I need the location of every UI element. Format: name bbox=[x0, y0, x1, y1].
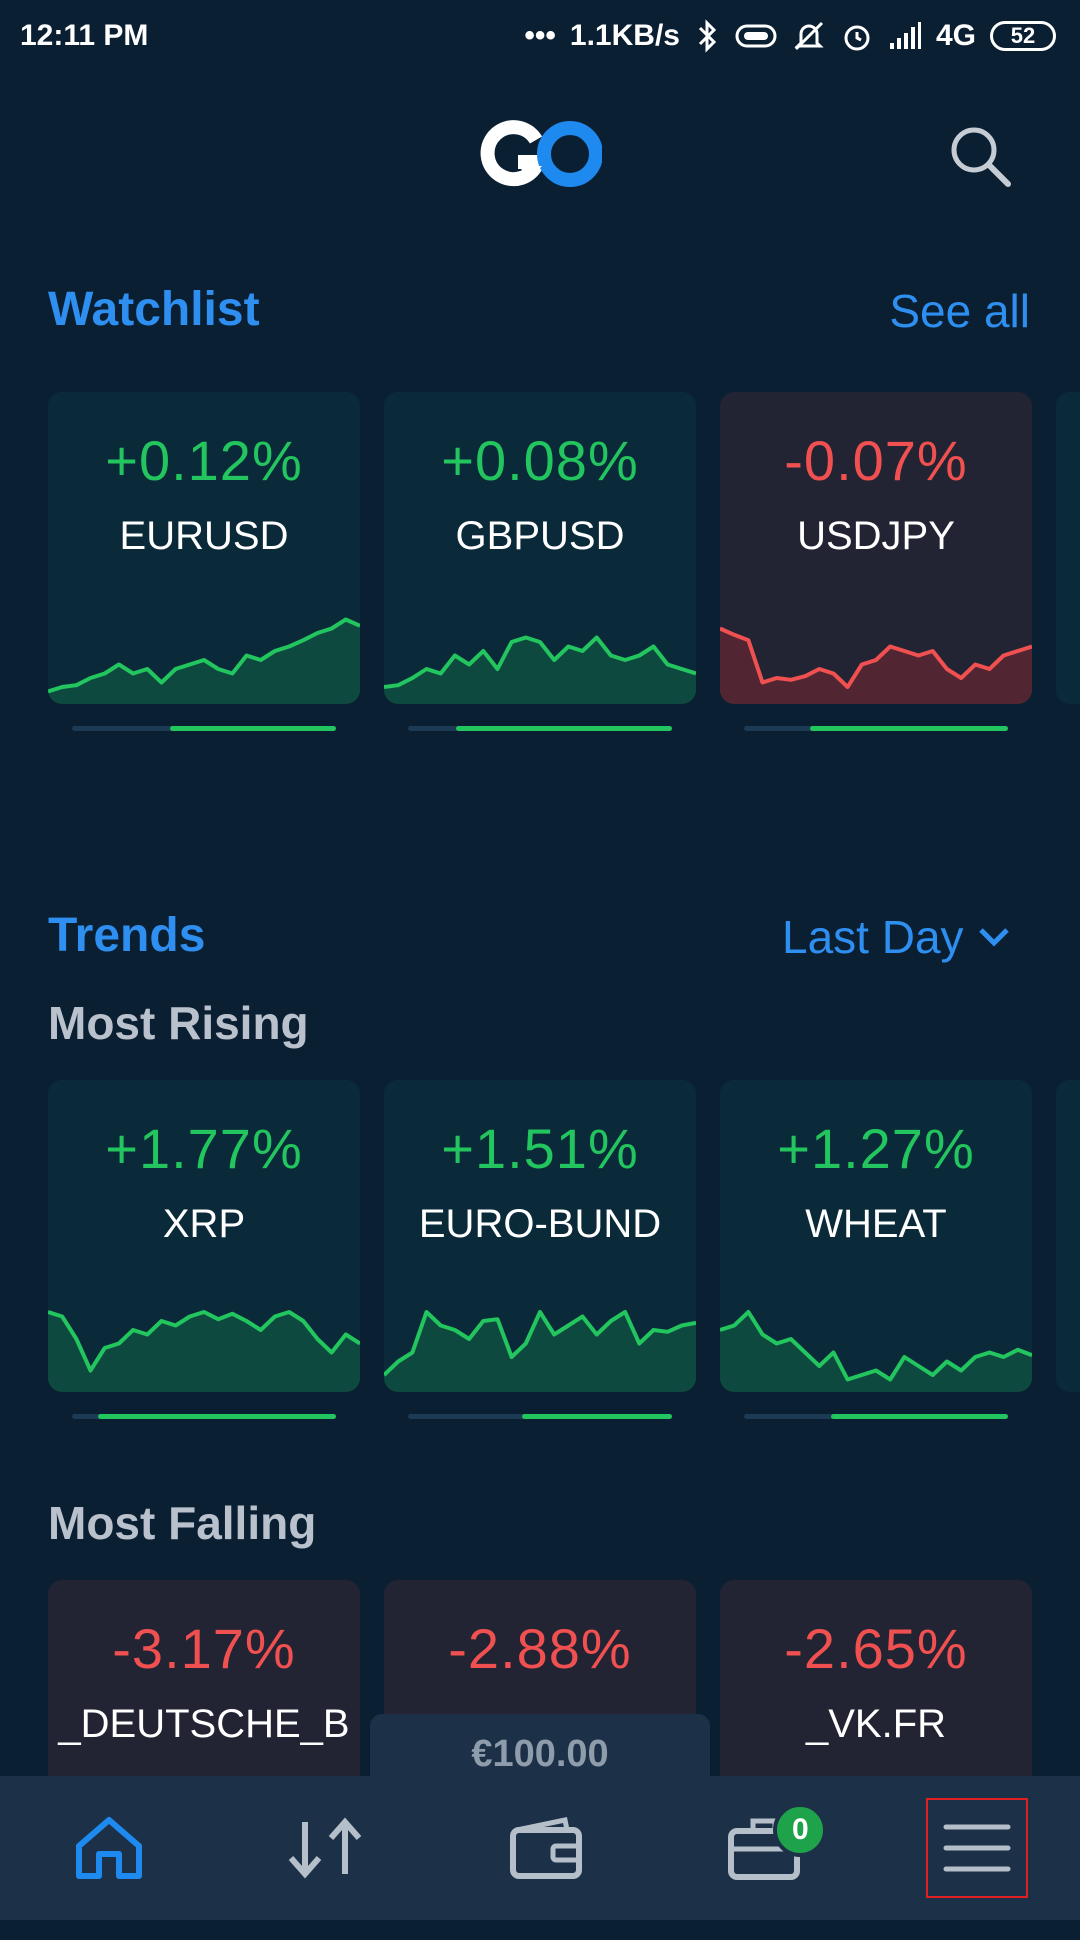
instrument-name: GBPUSD bbox=[455, 514, 625, 558]
instrument-name: USDJPY bbox=[797, 514, 955, 558]
battery-indicator: 52 bbox=[990, 21, 1056, 51]
watchlist-card-partial[interactable] bbox=[1056, 392, 1080, 704]
change-percent: +1.77% bbox=[105, 1117, 303, 1180]
rising-card[interactable]: +1.77% XRP bbox=[48, 1080, 360, 1392]
wallet-icon bbox=[509, 1817, 582, 1879]
daily-range-bar bbox=[72, 726, 336, 731]
change-percent: +1.51% bbox=[441, 1117, 639, 1180]
status-bar: 12:11 PM ••• 1.1KB/s 4G 52 bbox=[0, 0, 1080, 72]
most-falling-title: Most Falling bbox=[48, 1497, 317, 1549]
watchlist-cards: +0.12% EURUSD +0.08% GBPUSD -0.07% USDJP… bbox=[0, 392, 1080, 752]
daily-range-bar bbox=[744, 726, 1008, 731]
period-dropdown[interactable]: Last Day bbox=[782, 910, 1010, 964]
sparkline-line bbox=[48, 1310, 360, 1373]
instrument-name: EURUSD bbox=[119, 514, 289, 558]
portfolio-badge: 0 bbox=[773, 1803, 828, 1857]
daily-range-fill bbox=[521, 1414, 672, 1419]
watchlist-title: Watchlist bbox=[48, 283, 260, 336]
change-percent: +0.08% bbox=[441, 429, 639, 492]
vibrate-icon bbox=[735, 24, 777, 48]
daily-range-bar bbox=[408, 1414, 672, 1419]
search-icon bbox=[951, 127, 1011, 187]
bluetooth-icon bbox=[698, 19, 717, 53]
rising-card-partial[interactable] bbox=[1056, 1080, 1080, 1392]
sparkline-chart bbox=[720, 626, 1032, 704]
instrument-name: _DEUTSCHE_B bbox=[58, 1702, 350, 1746]
status-time: 12:11 PM bbox=[20, 19, 149, 52]
home-icon bbox=[76, 1817, 143, 1879]
network-type: 4G bbox=[935, 19, 976, 52]
change-percent: -2.88% bbox=[448, 1617, 632, 1680]
sparkline-line bbox=[48, 617, 360, 694]
mute-icon bbox=[794, 21, 824, 51]
chevron-down-icon bbox=[978, 928, 1009, 947]
alarm-icon bbox=[844, 25, 870, 51]
sparkline-line bbox=[384, 635, 696, 689]
signal-icon bbox=[889, 22, 921, 49]
sparkline-line bbox=[720, 626, 1032, 689]
menu-icon bbox=[943, 1824, 1011, 1872]
bottom-navigation: 0 bbox=[0, 1776, 1080, 1920]
sparkline-chart bbox=[384, 1310, 696, 1392]
network-speed: 1.1KB/s bbox=[569, 19, 680, 52]
status-icons: ••• 1.1KB/s 4G 52 bbox=[524, 19, 1056, 53]
instrument-name: WHEAT bbox=[805, 1202, 947, 1246]
sparkline-chart bbox=[48, 1310, 360, 1392]
sparkline-area bbox=[384, 637, 696, 704]
rising-card[interactable]: +1.51% EURO-BUND bbox=[384, 1080, 696, 1392]
see-all-link[interactable]: See all bbox=[889, 285, 1030, 337]
period-label: Last Day bbox=[782, 911, 964, 963]
sparkline-line bbox=[384, 1310, 696, 1377]
sparkline-area bbox=[384, 1312, 696, 1392]
trade-icon bbox=[288, 1817, 361, 1879]
search-button[interactable] bbox=[946, 122, 1016, 192]
app-header bbox=[0, 100, 1080, 220]
most-rising-title: Most Rising bbox=[48, 997, 309, 1049]
sparkline-area bbox=[720, 628, 1032, 704]
change-percent: +1.27% bbox=[777, 1117, 975, 1180]
daily-range-bar bbox=[744, 1414, 1008, 1419]
go-logo bbox=[480, 120, 602, 187]
watchlist-card[interactable]: -0.07% USDJPY bbox=[720, 392, 1032, 704]
nav-portfolio[interactable]: 0 bbox=[709, 1793, 828, 1903]
daily-range-fill bbox=[810, 726, 1008, 731]
rising-card[interactable]: +1.27% WHEAT bbox=[720, 1080, 1032, 1392]
sparkline-chart bbox=[720, 1310, 1032, 1392]
trends-title: Trends bbox=[48, 909, 206, 962]
daily-range-bar bbox=[72, 1414, 336, 1419]
nav-wallet[interactable] bbox=[491, 1793, 601, 1903]
sparkline-chart bbox=[48, 617, 360, 704]
change-percent: -0.07% bbox=[784, 429, 968, 492]
instrument-name: XRP bbox=[162, 1202, 246, 1246]
rising-cards: +1.77% XRP +1.51% EURO-BUND +1.27% WHEAT bbox=[0, 1080, 1080, 1440]
nav-home[interactable] bbox=[54, 1793, 164, 1903]
daily-range-fill bbox=[831, 1414, 1008, 1419]
daily-range-fill bbox=[169, 726, 336, 731]
more-dots: ••• bbox=[524, 19, 556, 52]
instrument-name: _VK.FR bbox=[805, 1702, 947, 1746]
daily-range-fill bbox=[98, 1414, 336, 1419]
daily-range-fill bbox=[455, 726, 672, 731]
sparkline-area bbox=[720, 1312, 1032, 1392]
change-percent: -2.65% bbox=[784, 1617, 968, 1680]
sparkline-area bbox=[48, 1312, 360, 1392]
watchlist-card[interactable]: +0.12% EURUSD bbox=[48, 392, 360, 704]
change-percent: +0.12% bbox=[105, 429, 303, 492]
sparkline-chart bbox=[384, 635, 696, 704]
change-percent: -3.17% bbox=[112, 1617, 296, 1680]
sparkline-line bbox=[720, 1310, 1032, 1382]
nav-menu[interactable] bbox=[925, 1798, 1028, 1898]
daily-range-bar bbox=[408, 726, 672, 731]
instrument-name: EURO-BUND bbox=[418, 1202, 662, 1246]
nav-trade[interactable] bbox=[273, 1793, 383, 1903]
watchlist-card[interactable]: +0.08% GBPUSD bbox=[384, 392, 696, 704]
